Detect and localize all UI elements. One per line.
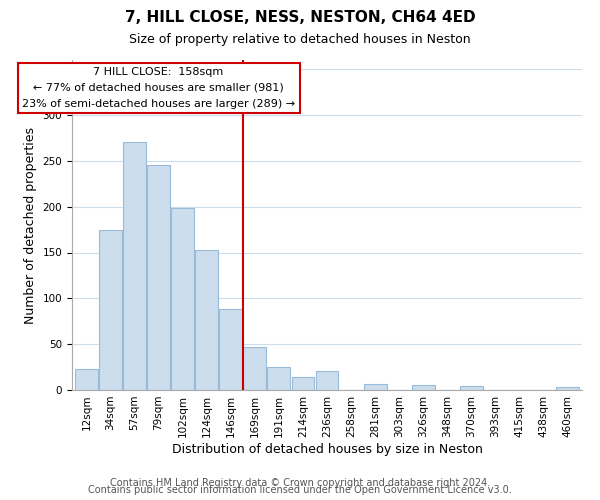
Bar	[123, 142, 146, 390]
Text: 7 HILL CLOSE:  158sqm
← 77% of detached houses are smaller (981)
23% of semi-det: 7 HILL CLOSE: 158sqm ← 77% of detached h…	[22, 68, 295, 108]
Bar	[244, 347, 266, 390]
Text: Contains HM Land Registry data © Crown copyright and database right 2024.: Contains HM Land Registry data © Crown c…	[110, 478, 490, 488]
Bar	[292, 377, 314, 390]
Bar	[268, 367, 290, 390]
Bar	[147, 166, 170, 390]
Text: 7, HILL CLOSE, NESS, NESTON, CH64 4ED: 7, HILL CLOSE, NESS, NESTON, CH64 4ED	[125, 10, 475, 25]
Bar	[460, 386, 483, 390]
Bar	[556, 387, 579, 390]
Bar	[316, 371, 338, 390]
Bar	[171, 208, 194, 390]
Y-axis label: Number of detached properties: Number of detached properties	[24, 126, 37, 324]
Bar	[195, 250, 218, 390]
Text: Contains public sector information licensed under the Open Government Licence v3: Contains public sector information licen…	[88, 485, 512, 495]
Text: Size of property relative to detached houses in Neston: Size of property relative to detached ho…	[129, 32, 471, 46]
Bar	[75, 369, 98, 390]
Bar	[220, 310, 242, 390]
Bar	[364, 384, 386, 390]
X-axis label: Distribution of detached houses by size in Neston: Distribution of detached houses by size …	[172, 442, 482, 456]
Bar	[99, 230, 122, 390]
Bar	[412, 386, 434, 390]
